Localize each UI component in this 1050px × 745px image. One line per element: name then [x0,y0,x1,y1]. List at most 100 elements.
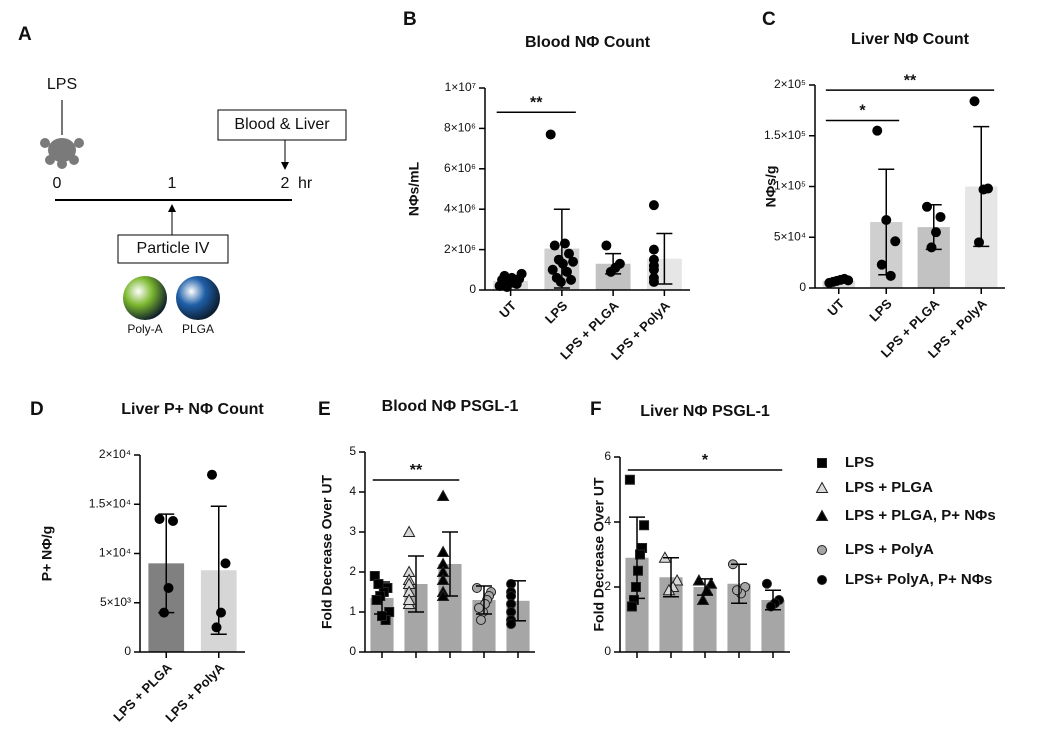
stimulus-label: LPS [47,76,77,93]
point [154,514,165,525]
x-tick-label: UT [824,296,847,319]
point [978,184,989,195]
significance-label: ** [410,462,423,479]
point [163,582,174,593]
point [639,520,650,531]
particle-label: Poly-A [127,322,162,336]
y-tick-label: 4 [349,484,356,498]
panel-label: C [762,9,776,30]
bar-chart: F Liver NΦ PSGL-1 Fold Decrease Over UT 0 2 4… [590,399,790,658]
chart-title: Liver P+ NΦ Count [121,401,264,418]
particles: Poly-A PLGA [123,276,220,336]
point [549,240,560,251]
point [371,595,382,605]
y-axis-label: Fold Decrease Over UT [319,475,335,630]
point [547,264,558,275]
chart-title: Liver NΦ Count [851,31,970,48]
y-axis-label: NΦs/g [763,166,779,208]
y-tick-label: 1×10⁴ [99,546,131,560]
point [473,603,484,613]
bar-chart: B Blood NΦ Count NΦs/mL 0 2×10⁶ 4×10⁶ 6×10⁶ 8×1… [403,9,690,363]
point [926,242,937,253]
panel-label: F [590,399,602,420]
point [402,525,416,537]
significance-label: ** [530,94,543,111]
significance-label: ** [904,72,917,89]
point [931,227,941,238]
point [648,276,659,287]
point [974,237,984,248]
bar [693,587,717,652]
point [373,579,384,589]
point [563,248,574,259]
point [626,601,637,612]
point [568,256,579,267]
y-tick-label: 0 [349,644,356,658]
collect-box [217,109,347,141]
point [704,577,718,589]
lps-icon [40,100,84,169]
legend-marker [817,458,827,468]
y-tick-label: 0 [799,280,806,294]
significance-label: * [859,103,866,120]
point [516,268,527,279]
legend-label: LPS+ PolyA, P+ NΦs [845,571,992,588]
bar [761,600,785,652]
y-tick-label: 5×10⁴ [774,229,806,243]
legend: LPS LPS + PLGA LPS + PLGA, P+ NΦs LPS + Pol… [815,454,996,588]
bar-chart: C Liver NΦ Count NΦs/g 0 5×10⁴ 1×10⁵ 1.5×10⁵ 2×… [762,9,1005,361]
point [605,266,616,277]
legend-marker [817,575,827,585]
collect-label: Blood & Liver [234,116,330,133]
point [648,200,659,211]
y-tick-label: 0 [604,644,611,658]
point [624,474,635,485]
legend-label: LPS + PLGA, P+ NΦs [845,507,996,524]
point [670,573,684,586]
point [168,515,178,526]
chart-title: Blood NΦ PSGL-1 [382,398,519,415]
y-axis-label: Fold Decrease Over UT [591,477,607,632]
point [872,125,883,136]
particle-label: PLGA [182,322,214,336]
point [436,573,450,585]
y-tick-label: 6×10⁶ [444,161,476,175]
point [601,240,612,251]
point [885,270,896,281]
point [471,583,482,593]
point [731,585,742,596]
y-tick-label: 4×10⁶ [444,201,476,215]
y-tick-label: 1×10⁵ [774,179,806,193]
point [557,258,568,269]
bar-chart: D Liver P+ NΦ Count P+ NΦ/g 0 5×10³ 1×10⁴ 1.5×… [30,399,264,725]
panel-label: B [403,9,417,30]
point [633,565,644,576]
significance-label: * [702,452,709,469]
point [635,549,646,560]
point [436,489,450,501]
bar [438,564,462,652]
point [207,469,217,480]
point [211,622,222,633]
x-tick-label: LPS [866,296,895,325]
legend-label: LPS + PLGA [845,479,933,496]
point [506,619,517,629]
bar [659,577,683,652]
x-tick-label: UT [496,298,519,321]
y-tick-label: 2 [604,579,611,593]
y-tick-label: 1×10⁷ [445,80,476,94]
point [630,582,641,592]
bar-chart: E Blood NΦ PSGL-1 Fold Decrease Over UT 0 1 2… [318,398,535,658]
point [216,607,226,618]
y-tick-label: 2×10⁶ [444,242,476,256]
chart-title: Blood NΦ Count [525,34,651,51]
point [545,129,556,140]
legend-marker [815,481,829,493]
y-tick-label: 2 [349,564,356,578]
panel-label: D [30,399,44,420]
point [555,276,566,287]
point [566,274,577,285]
y-tick-label: 5×10³ [100,595,131,609]
y-tick-label: 2×10⁴ [99,447,131,461]
